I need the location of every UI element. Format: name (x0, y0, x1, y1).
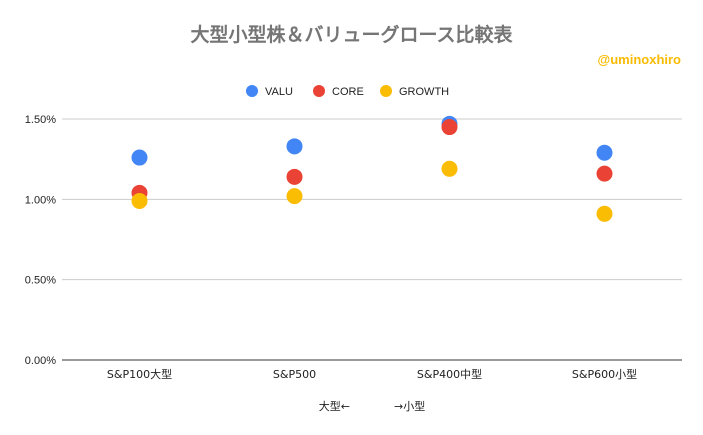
data-point-core (441, 119, 458, 136)
x-tick-label: S&P400中型 (417, 367, 482, 381)
y-tick-label: 0.00% (25, 355, 56, 367)
y-tick-label: 1.00% (25, 194, 56, 206)
y-tick-label: 1.50% (25, 114, 56, 126)
x-tick-label: S&P500 (273, 368, 316, 381)
author-credit: @uminoxhiro (597, 52, 681, 67)
data-point-valu (131, 149, 148, 166)
data-point-growth (441, 160, 458, 177)
legend-marker-valu (246, 85, 258, 97)
x-tick-label: S&P600小型 (572, 367, 637, 381)
data-point-growth (286, 188, 303, 205)
legend-marker-core (313, 85, 325, 97)
legend-label: GROWTH (399, 86, 449, 98)
data-point-growth (131, 192, 148, 209)
legend-marker-growth (380, 85, 392, 97)
x-tick-label: S&P100大型 (107, 367, 172, 381)
legend-label: CORE (332, 86, 364, 98)
data-point-core (596, 165, 613, 182)
data-point-valu (286, 138, 303, 155)
chart-title: 大型小型株＆バリューグロース比較表 (190, 24, 513, 46)
data-point-growth (596, 205, 613, 222)
legend-label: VALU (265, 86, 293, 98)
data-point-core (286, 168, 303, 185)
y-tick-label: 0.50% (25, 275, 56, 287)
x-axis-title: 大型← →小型 (319, 399, 425, 413)
data-point-valu (596, 144, 613, 161)
